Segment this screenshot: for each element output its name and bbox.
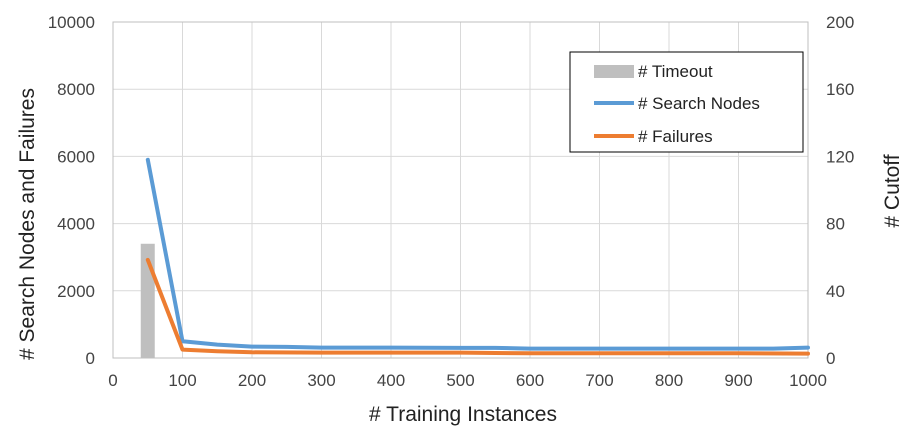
left-axis-ticks: 0 2000 4000 6000 8000 10000 <box>48 13 95 368</box>
x-tick-label: 1000 <box>789 371 827 390</box>
left-y-tick-label: 10000 <box>48 13 95 32</box>
right-axis-title: # Cutoff <box>881 154 904 227</box>
left-y-tick-label: 8000 <box>57 80 95 99</box>
x-tick-label: 700 <box>585 371 613 390</box>
lines <box>145 157 810 356</box>
x-tick-label: 500 <box>446 371 474 390</box>
x-axis-title: # Training Instances <box>369 403 557 426</box>
right-y-tick-label: 0 <box>826 349 835 368</box>
x-tick-label: 800 <box>655 371 683 390</box>
left-y-tick-label: 4000 <box>57 215 95 234</box>
x-tick-label: 900 <box>724 371 752 390</box>
x-tick-label: 400 <box>377 371 405 390</box>
right-y-tick-label: 200 <box>826 13 854 32</box>
right-y-tick-label: 80 <box>826 215 845 234</box>
search-nodes-line <box>145 157 810 351</box>
legend-label-failures: # Failures <box>638 127 713 146</box>
left-axis-title: # Search Nodes and Failures <box>16 88 39 360</box>
right-y-tick-label: 40 <box>826 282 845 301</box>
legend-swatch-timeout <box>594 65 634 78</box>
right-y-tick-label: 160 <box>826 80 854 99</box>
left-y-tick-label: 0 <box>86 349 95 368</box>
x-tick-label: 100 <box>168 371 196 390</box>
failures-line <box>145 257 810 356</box>
legend-label-timeout: # Timeout <box>638 62 713 81</box>
left-y-tick-label: 6000 <box>57 147 95 166</box>
left-y-tick-label: 2000 <box>57 282 95 301</box>
right-y-tick-label: 120 <box>826 147 854 166</box>
x-tick-label: 200 <box>238 371 266 390</box>
legend-label-search-nodes: # Search Nodes <box>638 94 760 113</box>
x-tick-label: 0 <box>108 371 117 390</box>
legend: # Timeout # Search Nodes # Failures <box>569 51 804 153</box>
x-tick-label: 600 <box>516 371 544 390</box>
right-axis-ticks: 0 40 80 120 160 200 <box>826 13 854 368</box>
plot-border <box>112 21 809 359</box>
x-tick-label: 300 <box>307 371 335 390</box>
x-axis-ticks: 0 100 200 300 400 500 600 700 800 900 1000 <box>108 371 827 390</box>
